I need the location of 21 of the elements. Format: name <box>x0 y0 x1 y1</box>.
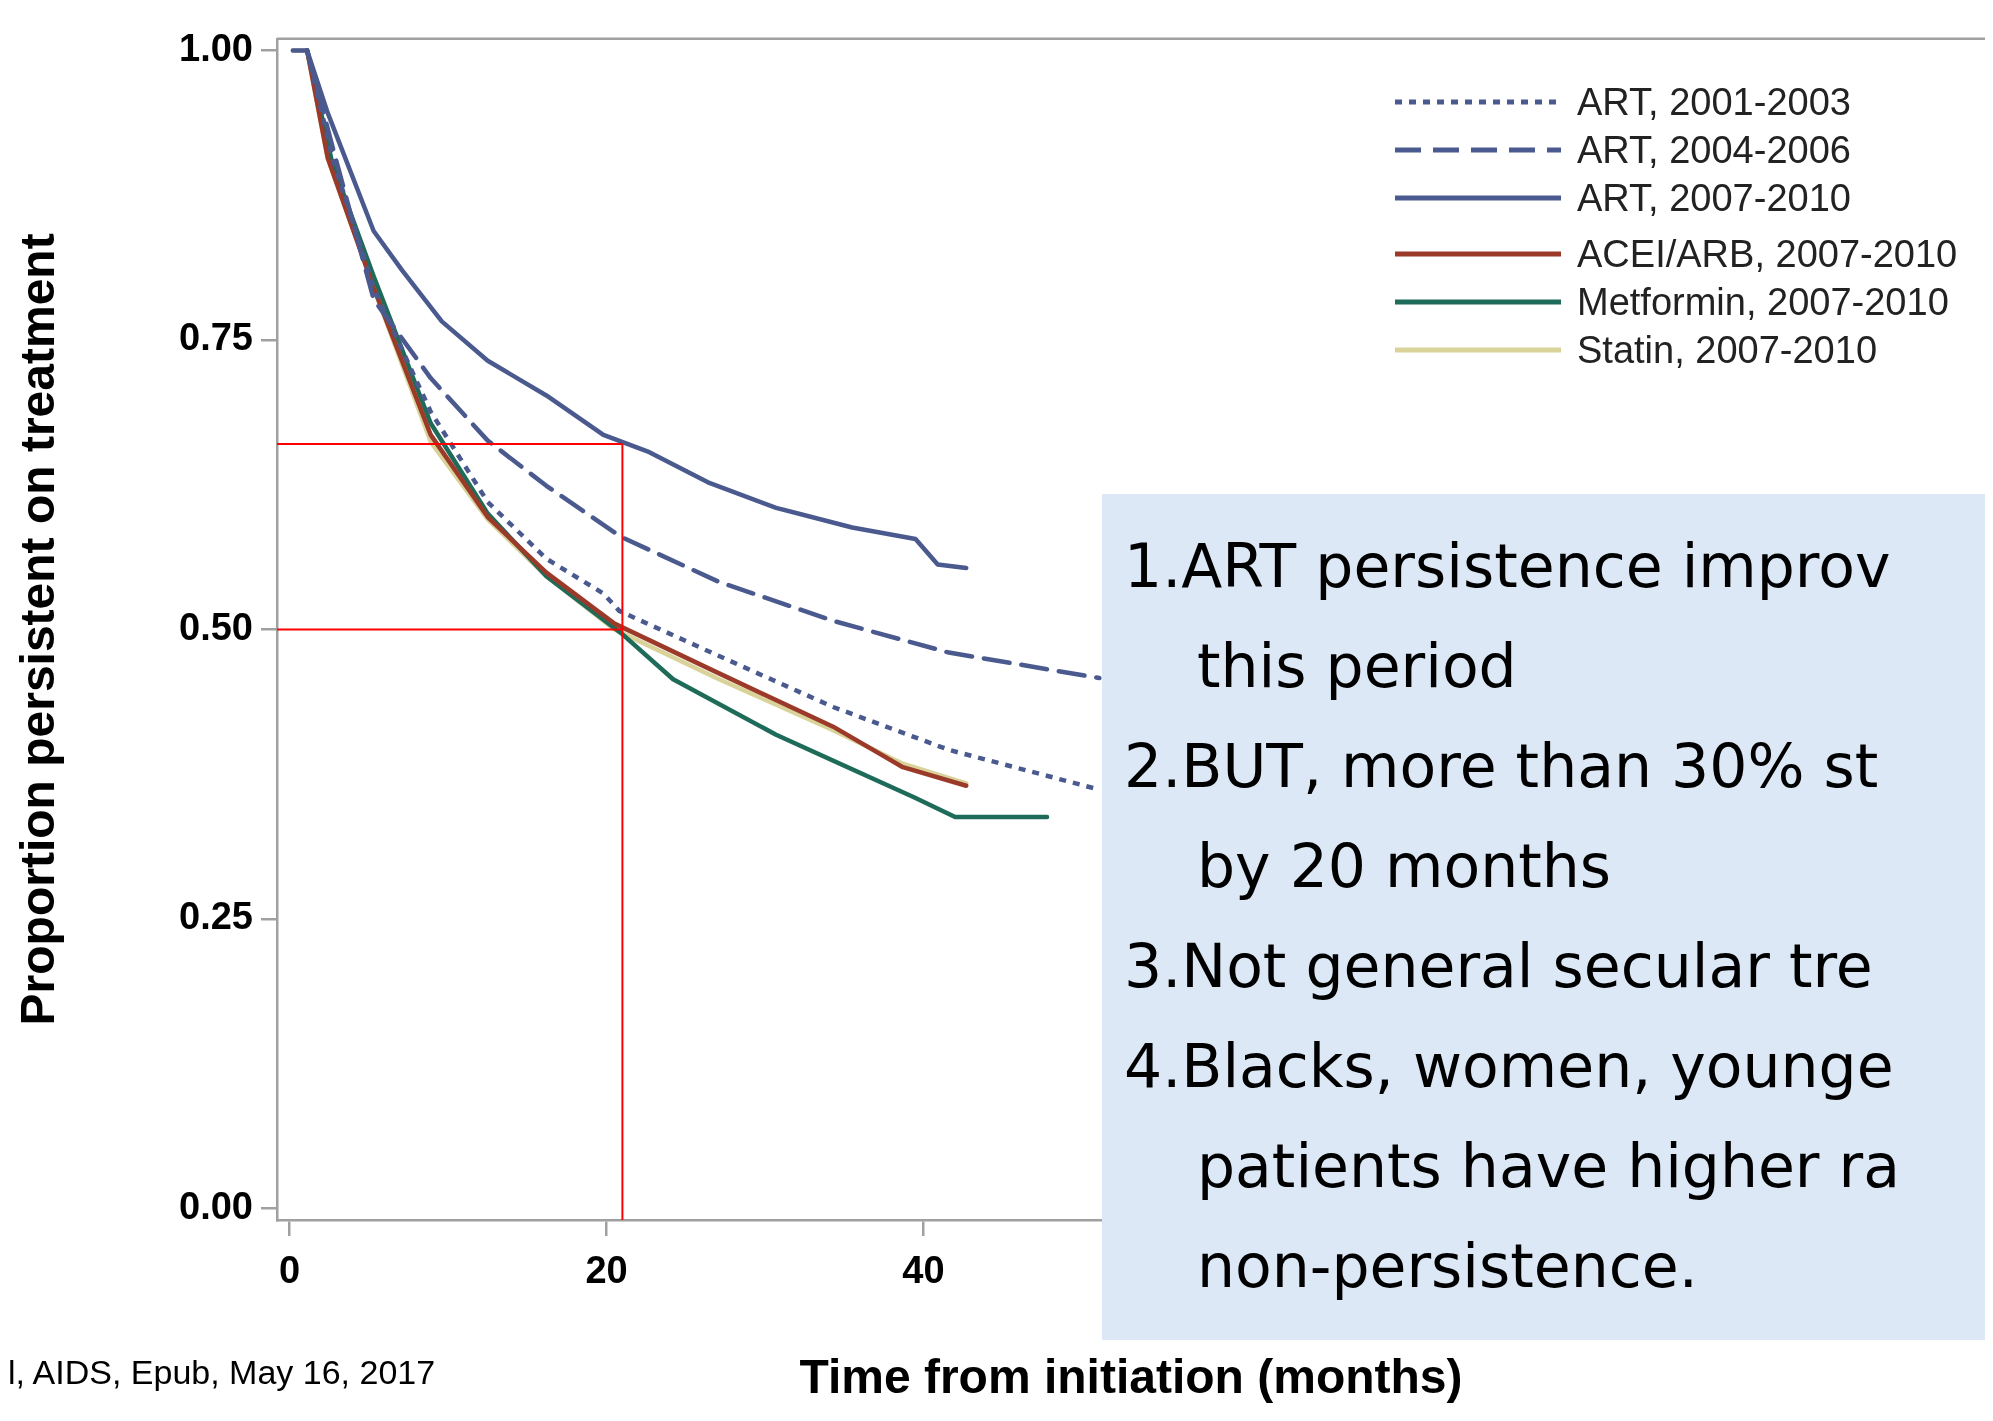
legend-label: Metformin, 2007-2010 <box>1577 280 1949 324</box>
legend-label: Statin, 2007-2010 <box>1577 328 1878 372</box>
legend-label: ART, 2004-2006 <box>1577 128 1851 172</box>
annotation: 2.BUT, more than 30% st by 20 months <box>1124 730 1880 903</box>
legend-label: ART, 2001-2003 <box>1577 80 1851 124</box>
y-axis-title: Proportion persistent on treatment <box>11 233 65 1026</box>
x-tick-label: 0 <box>279 1249 301 1292</box>
y-tick-label: 0.25 <box>179 895 253 938</box>
y-tick-label: 0.50 <box>179 605 253 648</box>
annotation: 1.ART persistence improv this period <box>1124 530 1892 703</box>
y-tick-label: 1.00 <box>179 26 253 69</box>
legend-label: ACEI/ARB, 2007-2010 <box>1577 232 1958 276</box>
text: l, AIDS, Epub, May 16, 2017 <box>8 1353 436 1392</box>
y-tick-label: 0.00 <box>179 1184 253 1227</box>
legend-label: ART, 2007-2010 <box>1577 176 1851 220</box>
x-tick-label: 40 <box>902 1249 945 1292</box>
annotation: 4.Blacks, women, younge patients have higher ra non-persistence. <box>1124 1030 1902 1303</box>
x-tick-label: 20 <box>585 1249 628 1292</box>
annotation: 3.Not general secular tre <box>1124 930 1874 1003</box>
y-tick-label: 0.75 <box>179 316 253 359</box>
x-axis-title: Time from initiation (months) <box>799 1350 1463 1404</box>
